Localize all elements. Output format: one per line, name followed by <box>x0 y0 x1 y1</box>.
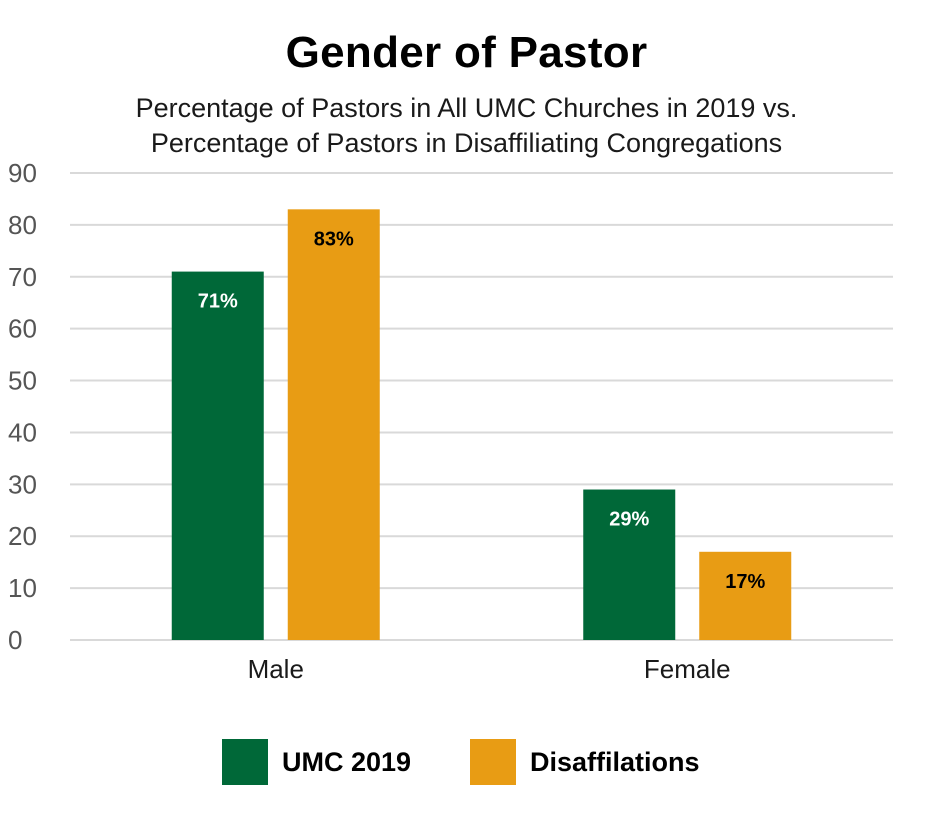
legend-item-umc-2019: UMC 2019 <box>222 738 411 786</box>
y-axis-tick-labels: 0 10 20 30 40 50 60 70 80 90 <box>8 158 37 655</box>
y-tick-label-50: 50 <box>8 366 37 396</box>
data-label-disaffilations-female: 17% <box>725 571 765 593</box>
y-tick-label-40: 40 <box>8 417 37 447</box>
bar-umc-2019-female <box>583 489 676 640</box>
y-tick-label-30: 30 <box>8 469 37 499</box>
data-label-umc-2019-male: 71% <box>198 291 238 313</box>
legend-label-disaffilations: Disaffilations <box>530 746 700 777</box>
legend-swatch-umc-2019 <box>222 739 268 785</box>
x-category-label-male: Male <box>248 654 304 684</box>
legend: UMC 2019 Disaffilations <box>0 738 933 786</box>
y-tick-label-70: 70 <box>8 262 37 292</box>
y-tick-label-90: 90 <box>8 158 37 188</box>
legend-item-disaffilations: Disaffilations <box>470 738 700 786</box>
bar-disaffilations-female <box>699 551 792 640</box>
y-tick-label-60: 60 <box>8 314 37 344</box>
bar-chart: 0 10 20 30 40 50 60 70 80 90 71% 83% 29% 17% Male Fem… <box>8 158 893 684</box>
x-category-label-female: Female <box>644 654 731 684</box>
y-tick-label-0: 0 <box>8 625 22 655</box>
chart-title: Gender of Pastor <box>285 28 648 77</box>
data-labels: 71% 83% 29% 17% <box>198 228 766 592</box>
legend-label-umc-2019: UMC 2019 <box>282 746 412 777</box>
legend-swatch-disaffilations <box>470 739 516 785</box>
x-axis-category-labels: Male Female <box>248 654 731 684</box>
y-tick-label-20: 20 <box>8 521 37 551</box>
bars <box>171 209 792 641</box>
bar-umc-2019-male <box>171 271 264 640</box>
chart-subtitle-line-1: Percentage of Pastors in All UMC Churche… <box>135 93 798 123</box>
y-tick-label-10: 10 <box>8 573 37 603</box>
y-tick-label-80: 80 <box>8 210 37 240</box>
chart-subtitle-line-2: Percentage of Pastors in Disaffiliating … <box>150 128 783 158</box>
data-label-umc-2019-female: 29% <box>609 509 649 531</box>
data-label-disaffilations-male: 83% <box>314 228 354 250</box>
bar-disaffilations-male <box>287 209 380 641</box>
